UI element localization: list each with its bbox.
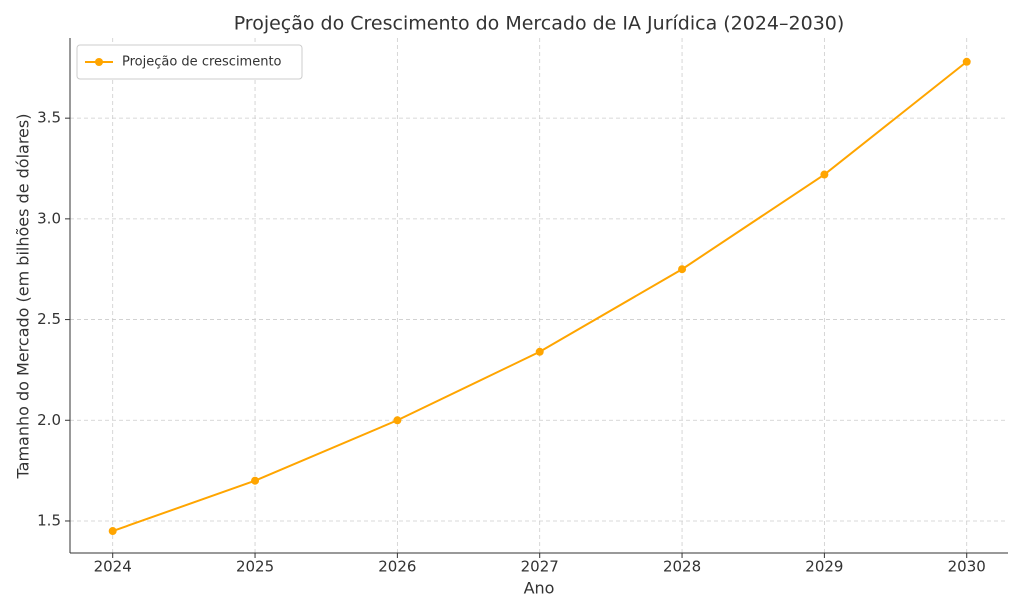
data-point	[535, 347, 544, 356]
x-tick-label: 2026	[378, 558, 416, 576]
y-tick-label: 2.0	[37, 411, 61, 429]
x-tick-label: 2027	[521, 558, 559, 576]
x-axis-label: Ano	[524, 579, 555, 598]
data-point	[393, 416, 402, 425]
legend-box	[76, 44, 303, 80]
x-tick-label: 2029	[805, 558, 843, 576]
legend-label: Projeção de crescimento	[122, 55, 282, 70]
legend-marker	[95, 58, 103, 66]
legend: Projeção de crescimento	[76, 44, 303, 80]
y-tick-label: 1.5	[37, 511, 61, 529]
y-tick-label: 2.5	[37, 310, 61, 328]
data-point	[251, 476, 260, 485]
data-point	[962, 57, 971, 66]
x-tick-label: 2024	[94, 558, 132, 576]
data-point	[678, 265, 687, 274]
data-point	[820, 170, 829, 179]
x-tick-label: 2025	[236, 558, 274, 576]
chart-title: Projeção do Crescimento do Mercado de IA…	[234, 13, 845, 35]
x-tick-label: 2030	[948, 558, 986, 576]
x-tick-label: 2028	[663, 558, 701, 576]
y-axis-label: Tamanho do Mercado (em bilhões de dólare…	[14, 114, 33, 480]
data-point	[108, 527, 117, 536]
y-tick-label: 3.5	[37, 109, 61, 127]
y-tick-label: 3.0	[37, 209, 61, 227]
